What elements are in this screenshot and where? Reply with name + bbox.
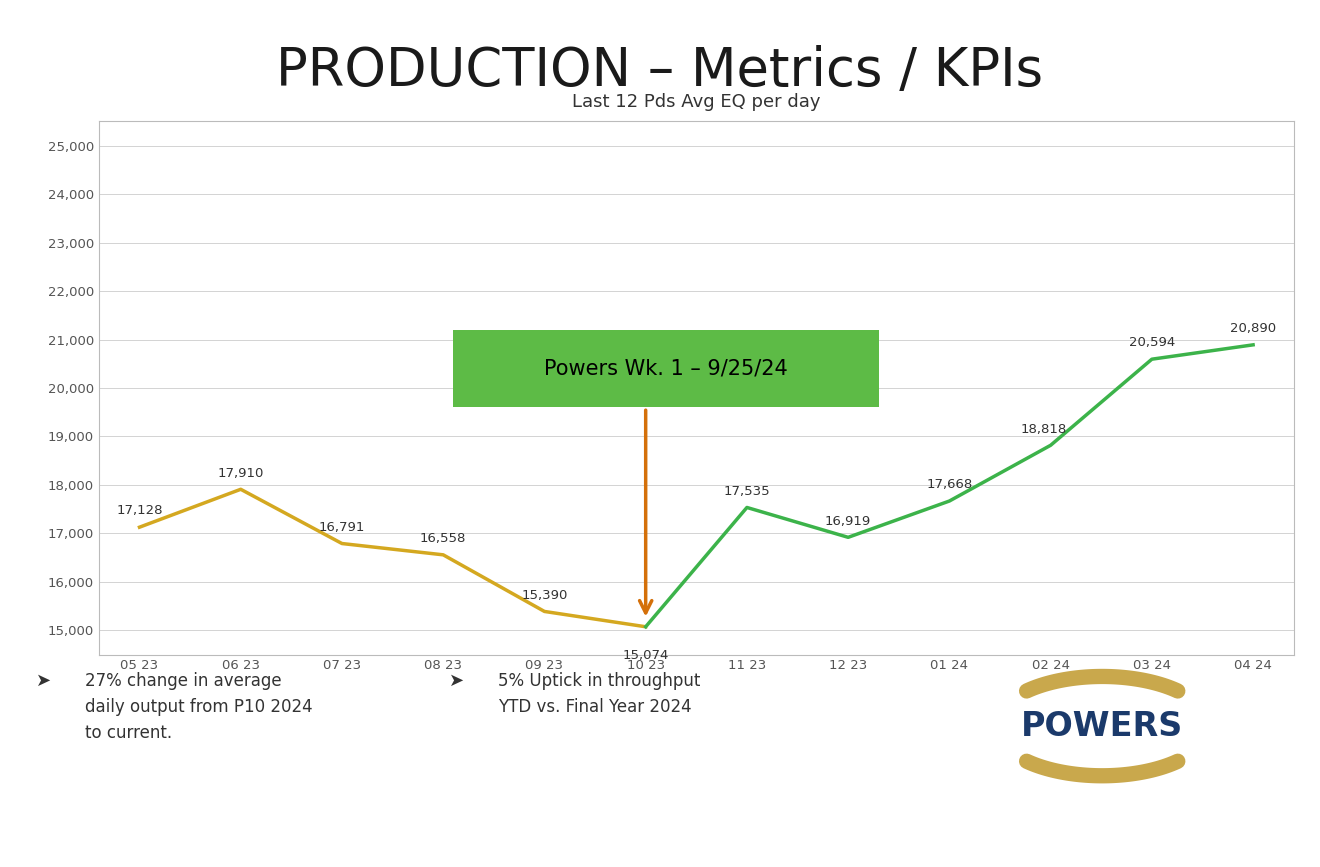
Text: 18,818: 18,818 — [1020, 422, 1067, 435]
Text: ➤: ➤ — [36, 673, 51, 690]
Text: 17,668: 17,668 — [927, 479, 973, 492]
Title: Last 12 Pds Avg EQ per day: Last 12 Pds Avg EQ per day — [572, 94, 821, 112]
Text: 20,594: 20,594 — [1129, 336, 1175, 349]
Text: 15,074: 15,074 — [623, 649, 669, 662]
Text: 16,791: 16,791 — [319, 521, 366, 534]
Text: POWERS: POWERS — [1022, 709, 1183, 743]
Text: 15,390: 15,390 — [521, 589, 568, 602]
Text: 16,558: 16,558 — [420, 532, 466, 545]
Text: 27% change in average
daily output from P10 2024
to current.: 27% change in average daily output from … — [86, 673, 313, 742]
Text: 20,890: 20,890 — [1230, 323, 1276, 336]
Text: 17,910: 17,910 — [218, 466, 264, 479]
Text: Powers Wk. 1 – 9/25/24: Powers Wk. 1 – 9/25/24 — [544, 359, 788, 379]
Text: ➤: ➤ — [449, 673, 463, 690]
Text: PRODUCTION – Metrics / KPIs: PRODUCTION – Metrics / KPIs — [276, 45, 1044, 96]
Text: 5% Uptick in throughput
YTD vs. Final Year 2024: 5% Uptick in throughput YTD vs. Final Ye… — [498, 673, 701, 716]
Text: 17,535: 17,535 — [723, 485, 771, 498]
Text: 17,128: 17,128 — [116, 505, 162, 518]
FancyBboxPatch shape — [453, 329, 879, 407]
Text: 16,919: 16,919 — [825, 515, 871, 528]
